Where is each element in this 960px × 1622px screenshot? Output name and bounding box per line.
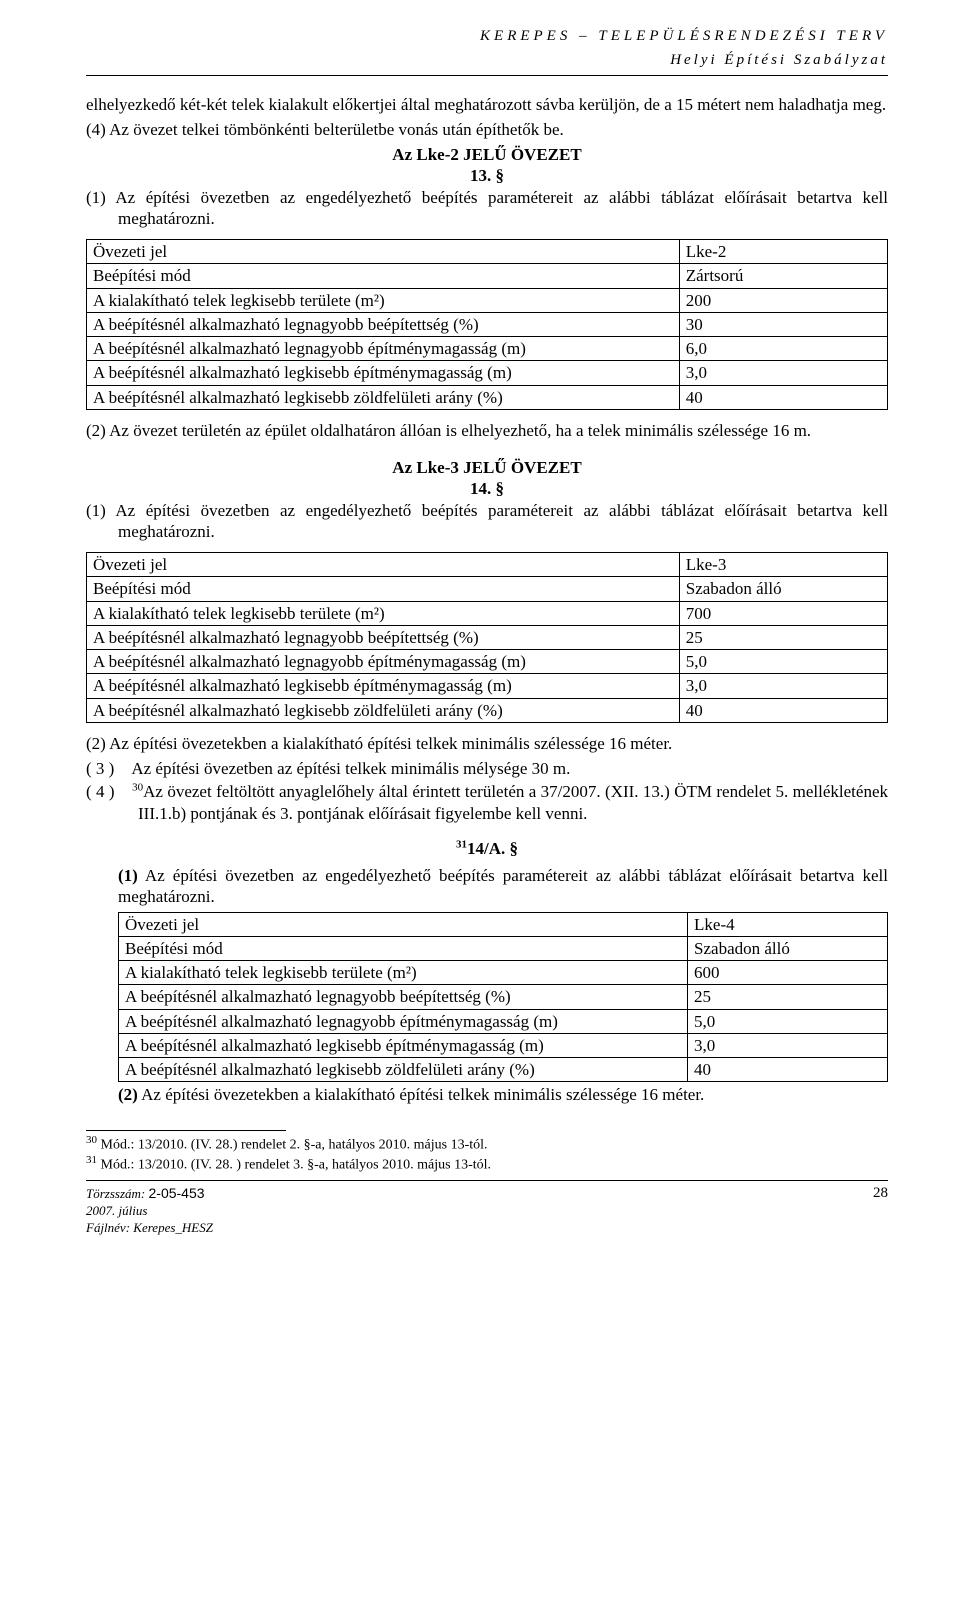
- cell-val: 6,0: [679, 337, 887, 361]
- cell-label: A beépítésnél alkalmazható legnagyobb ép…: [119, 1009, 688, 1033]
- footer-filename: Fájlnév: Kerepes_HESZ: [86, 1220, 213, 1237]
- table-row: A beépítésnél alkalmazható legkisebb épí…: [87, 674, 888, 698]
- section-14-item-2: (2) Az építési övezetekben a kialakíthat…: [86, 733, 888, 754]
- cell-val: 3,0: [688, 1033, 888, 1057]
- table-row: A kialakítható telek legkisebb területe …: [119, 961, 888, 985]
- table-row: A beépítésnél alkalmazható legkisebb zöl…: [87, 385, 888, 409]
- cell-label: A beépítésnél alkalmazható legkisebb zöl…: [87, 385, 680, 409]
- intro-item-4: (4) Az övezet telkei tömbönkénti belterü…: [86, 119, 888, 140]
- table-row: A beépítésnél alkalmazható legnagyobb ép…: [87, 337, 888, 361]
- table-row: A beépítésnél alkalmazható legnagyobb be…: [87, 312, 888, 336]
- cell-label: A beépítésnél alkalmazható legnagyobb be…: [87, 312, 680, 336]
- cell-val: 40: [679, 698, 887, 722]
- section-14-title-2: 14. §: [86, 478, 888, 499]
- page-number: 28: [873, 1184, 888, 1237]
- cell-label: A beépítésnél alkalmazható legnagyobb ép…: [87, 650, 680, 674]
- cell-label: A kialakítható telek legkisebb területe …: [119, 961, 688, 985]
- cell-val: 3,0: [679, 361, 887, 385]
- section-14-item-3: ( 3 ) Az építési övezetben az építési te…: [86, 758, 888, 779]
- section-14-item-1: (1) Az építési övezetben az engedélyezhe…: [86, 500, 888, 543]
- page-footer: Törzsszám: 2-05-453 2007. július Fájlnév…: [86, 1184, 888, 1237]
- table-row: A beépítésnél alkalmazható legkisebb épí…: [87, 361, 888, 385]
- table-lke2: Övezeti jelLke-2 Beépítési módZártsorú A…: [86, 239, 888, 410]
- cell-label: A beépítésnél alkalmazható legkisebb épí…: [119, 1033, 688, 1057]
- cell-val: 600: [688, 961, 888, 985]
- header-line2: Helyi Építési Szabályzat: [86, 50, 888, 70]
- table-row: Beépítési módSzabadon álló: [87, 577, 888, 601]
- footer-date: 2007. július: [86, 1203, 213, 1220]
- table-lke4: Övezeti jelLke-4 Beépítési módSzabadon á…: [118, 912, 888, 1083]
- cell-label: Beépítési mód: [87, 264, 680, 288]
- footer-torzsszam: Törzsszám: 2-05-453: [86, 1184, 213, 1203]
- cell-label: Beépítési mód: [87, 577, 680, 601]
- cell-label: A beépítésnél alkalmazható legkisebb zöl…: [87, 698, 680, 722]
- cell-val: 40: [679, 385, 887, 409]
- table-row: Beépítési módZártsorú: [87, 264, 888, 288]
- intro-paragraph: elhelyezkedő két-két telek kialakult elő…: [86, 94, 888, 115]
- table-row: Övezeti jelLke-4: [119, 912, 888, 936]
- cell-val: Zártsorú: [679, 264, 887, 288]
- cell-label: Övezeti jel: [119, 912, 688, 936]
- cell-val: 5,0: [688, 1009, 888, 1033]
- table-row: A beépítésnél alkalmazható legkisebb zöl…: [119, 1058, 888, 1082]
- footnote-separator: [86, 1130, 286, 1131]
- cell-label: A beépítésnél alkalmazható legnagyobb be…: [119, 985, 688, 1009]
- cell-val: Lke-4: [688, 912, 888, 936]
- table-row: A beépítésnél alkalmazható legnagyobb be…: [119, 985, 888, 1009]
- header-rule: [86, 75, 888, 76]
- cell-val: 3,0: [679, 674, 887, 698]
- footer-rule: [86, 1180, 888, 1181]
- header-line1: KEREPES – TELEPÜLÉSRENDEZÉSI TERV: [86, 26, 888, 46]
- section-14a-item-1: (1) Az építési övezetben az engedélyezhe…: [86, 865, 888, 908]
- cell-val: Szabadon álló: [688, 936, 888, 960]
- cell-val: 25: [688, 985, 888, 1009]
- cell-val: 40: [688, 1058, 888, 1082]
- section-14a-item-2: (2) Az építési övezetekben a kialakíthat…: [86, 1084, 888, 1105]
- table-lke3: Övezeti jelLke-3 Beépítési módSzabadon á…: [86, 552, 888, 723]
- section-13-item-1: (1) Az építési övezetben az engedélyezhe…: [86, 187, 888, 230]
- section-14-title-1: Az Lke-3 JELŰ ÖVEZET: [86, 457, 888, 478]
- section-13-title-2: 13. §: [86, 165, 888, 186]
- table-row: A beépítésnél alkalmazható legnagyobb be…: [87, 625, 888, 649]
- section-14-item-4: ( 4 ) 30Az övezet feltöltött anyaglelőhe…: [86, 781, 888, 824]
- table-row: A beépítésnél alkalmazható legnagyobb ép…: [119, 1009, 888, 1033]
- cell-val: 200: [679, 288, 887, 312]
- section-13-item-2: (2) Az övezet területén az épület oldalh…: [86, 420, 888, 441]
- cell-label: A beépítésnél alkalmazható legnagyobb be…: [87, 625, 680, 649]
- footnote-30: 30 Mód.: 13/2010. (IV. 28.) rendelet 2. …: [86, 1134, 888, 1154]
- cell-val: Lke-3: [679, 553, 887, 577]
- cell-label: A beépítésnél alkalmazható legkisebb épí…: [87, 674, 680, 698]
- table-row: A beépítésnél alkalmazható legkisebb zöl…: [87, 698, 888, 722]
- cell-label: Övezeti jel: [87, 553, 680, 577]
- table-row: Övezeti jelLke-3: [87, 553, 888, 577]
- table-row: Beépítési módSzabadon álló: [119, 936, 888, 960]
- table-row: Övezeti jelLke-2: [87, 240, 888, 264]
- footnote-31: 31 Mód.: 13/2010. (IV. 28. ) rendelet 3.…: [86, 1154, 888, 1174]
- section-13-title-1: Az Lke-2 JELŰ ÖVEZET: [86, 144, 888, 165]
- cell-label: A kialakítható telek legkisebb területe …: [87, 288, 680, 312]
- cell-val: 5,0: [679, 650, 887, 674]
- table-row: A beépítésnél alkalmazható legkisebb épí…: [119, 1033, 888, 1057]
- page-container: KEREPES – TELEPÜLÉSRENDEZÉSI TERV Helyi …: [0, 0, 960, 1266]
- cell-val: Lke-2: [679, 240, 887, 264]
- cell-label: A beépítésnél alkalmazható legnagyobb ép…: [87, 337, 680, 361]
- cell-label: A kialakítható telek legkisebb területe …: [87, 601, 680, 625]
- table-row: A beépítésnél alkalmazható legnagyobb ép…: [87, 650, 888, 674]
- table-row: A kialakítható telek legkisebb területe …: [87, 601, 888, 625]
- cell-label: Övezeti jel: [87, 240, 680, 264]
- section-14a-title: 3114/A. §: [86, 838, 888, 859]
- cell-val: 25: [679, 625, 887, 649]
- cell-val: 30: [679, 312, 887, 336]
- cell-val: Szabadon álló: [679, 577, 887, 601]
- cell-label: A beépítésnél alkalmazható legkisebb zöl…: [119, 1058, 688, 1082]
- cell-val: 700: [679, 601, 887, 625]
- cell-label: A beépítésnél alkalmazható legkisebb épí…: [87, 361, 680, 385]
- cell-label: Beépítési mód: [119, 936, 688, 960]
- table-row: A kialakítható telek legkisebb területe …: [87, 288, 888, 312]
